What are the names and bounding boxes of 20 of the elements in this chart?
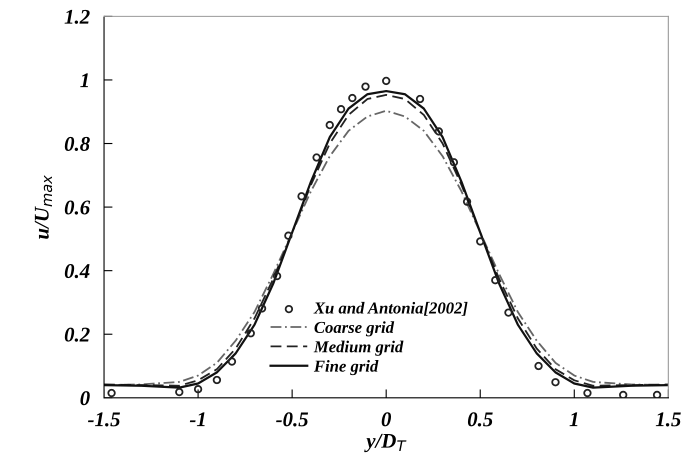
y-tick-label: 0.6 bbox=[64, 200, 90, 215]
y-tick-label: 0.4 bbox=[64, 264, 90, 278]
x-tick-label: -1 bbox=[190, 412, 205, 426]
y-tick-label: 1.2 bbox=[64, 10, 90, 24]
y-tick-label: 1 bbox=[80, 73, 88, 88]
x-tick-label: 1 bbox=[570, 412, 578, 426]
x-tick-label: -1.5 bbox=[88, 412, 120, 426]
y-tick-label: 0.8 bbox=[64, 136, 90, 152]
legend-label: Fine grid bbox=[314, 360, 378, 376]
x-tick-label: 0.5 bbox=[468, 412, 493, 426]
x-axis-title: y/D$_{T}$ bbox=[364, 434, 406, 452]
x-tick-label: -0.5 bbox=[276, 412, 308, 426]
y-axis-title: u/U$_{max}$ bbox=[34, 175, 52, 239]
y-tick-label: 0.2 bbox=[64, 328, 90, 342]
legend-label: Medium grid bbox=[314, 340, 404, 356]
legend-label: Coarse grid bbox=[314, 321, 394, 336]
y-tick-label: 0 bbox=[80, 391, 90, 406]
x-tick-label: 0 bbox=[382, 412, 392, 426]
legend-label: Xu and Antonia[2002] bbox=[313, 302, 468, 316]
x-tick-label: 1.5 bbox=[656, 412, 681, 426]
